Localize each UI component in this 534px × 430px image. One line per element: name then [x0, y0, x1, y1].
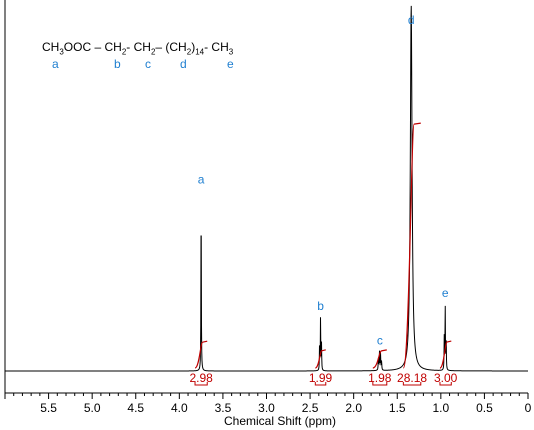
- x-tick-label: 3.0: [258, 401, 275, 415]
- integral-bracket: [439, 382, 452, 386]
- x-axis-label: Chemical Shift (ppm): [224, 414, 336, 428]
- formula-subscript: 2: [150, 47, 156, 57]
- formula-group-label-e: e: [227, 57, 234, 71]
- peak-label: d: [408, 13, 415, 27]
- integral-curve: [194, 340, 208, 369]
- x-tick-label: 5.0: [84, 401, 101, 415]
- integral-bracket: [194, 382, 208, 386]
- integral-value-label: 1.98: [368, 371, 392, 385]
- x-tick-label: 0: [525, 401, 532, 415]
- x-axis-tick-labels: 5.5 5.0 4.5 4.0 3.5 3.0 2.5 2.0 1.5 1.0 0.5 0: [40, 401, 531, 415]
- integral-curves: 2.98 1.99 1.98 28.18 3.00: [189, 122, 458, 386]
- x-axis-ticks: [4, 393, 529, 399]
- formula-part: - CH: [126, 40, 151, 54]
- integral-value-label: 2.98: [189, 371, 213, 385]
- formula-part: ): [191, 40, 196, 54]
- formula-group-label-c: c: [145, 57, 151, 71]
- x-tick-label: 4.0: [171, 401, 188, 415]
- x-tick-label: 0.5: [476, 401, 493, 415]
- peak-labels: a b c d e: [198, 13, 449, 348]
- spectrum-line: [5, 5, 528, 372]
- integral-bracket: [314, 382, 327, 386]
- plot-frame: [4, 0, 528, 394]
- peak-label: c: [377, 334, 383, 348]
- integral-value-label: 28.18: [397, 371, 427, 385]
- molecule-formula: CH3OOC – CH2- CH2– (CH2)14- CH3: [42, 40, 233, 56]
- integral-curve: [402, 122, 421, 369]
- x-tick-label: 4.5: [127, 401, 144, 415]
- peak-label: e: [442, 286, 449, 300]
- x-tick-label: 5.5: [40, 401, 57, 415]
- peak-label: a: [198, 173, 205, 187]
- formula-part: – (CH: [155, 40, 187, 54]
- x-tick-label: 3.5: [215, 401, 232, 415]
- x-tick-label: 2.5: [302, 401, 319, 415]
- integral-curve: [315, 349, 326, 369]
- integral-bracket: [402, 382, 422, 386]
- integral-bracket: [372, 382, 388, 386]
- peak-label: b: [317, 299, 324, 313]
- integral-curve: [372, 349, 387, 369]
- formula-subscript: 3: [59, 47, 64, 57]
- integral-value-label: 3.00: [434, 371, 458, 385]
- x-tick-label: 2.0: [345, 401, 362, 415]
- formula-group-label-d: d: [180, 57, 187, 71]
- spectrum-trace: [5, 5, 528, 372]
- formula-subscript: 3: [228, 47, 234, 57]
- integral-value-label: 1.99: [309, 371, 333, 385]
- formula-subscript: 2: [121, 47, 127, 57]
- formula-subscript: 14: [195, 47, 205, 57]
- formula-group-label-b: b: [114, 57, 121, 71]
- formula-part: - CH: [204, 40, 229, 54]
- x-tick-label: 1.5: [389, 401, 406, 415]
- x-tick-label: 1.0: [432, 401, 449, 415]
- formula-part: CH: [42, 40, 60, 54]
- formula-part: OOC – CH: [63, 40, 122, 54]
- integral-curve: [439, 340, 452, 369]
- formula-subscript: 2: [186, 47, 192, 57]
- formula-group-label-a: a: [52, 57, 59, 71]
